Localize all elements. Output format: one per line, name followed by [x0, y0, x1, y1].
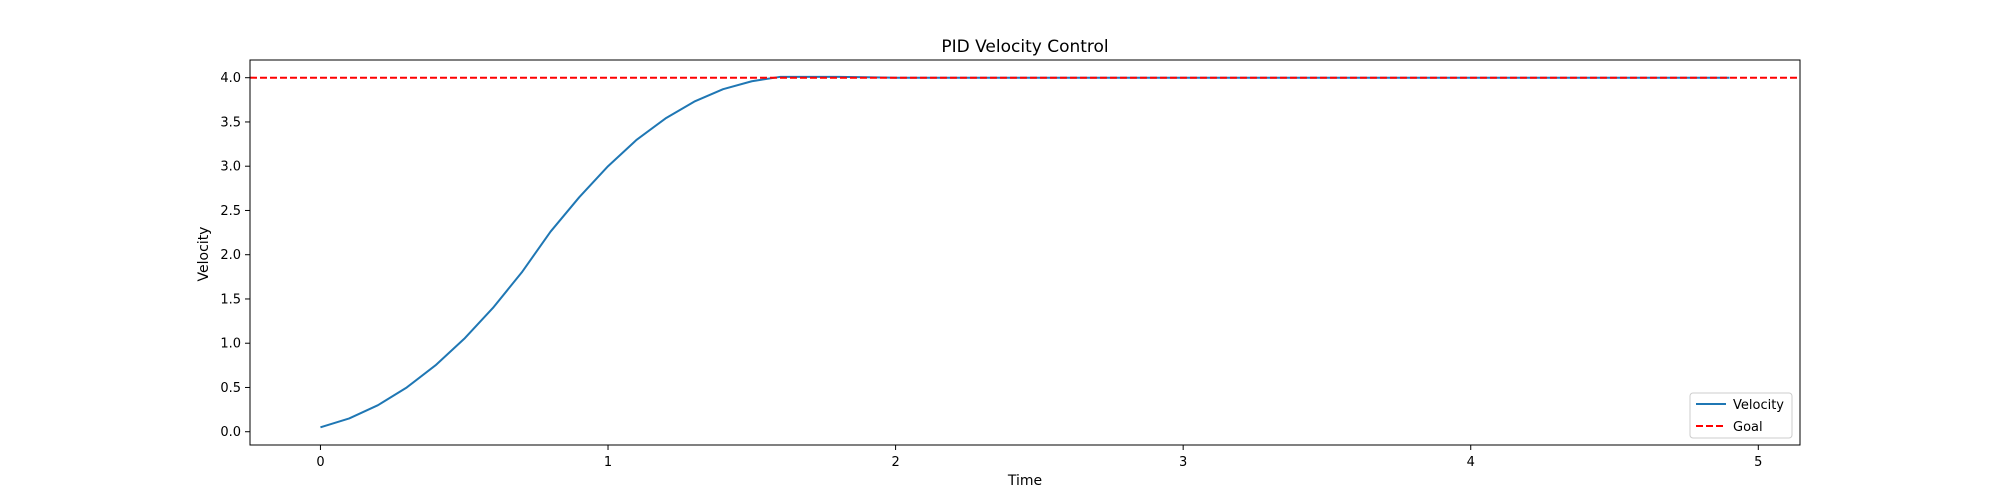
legend: Velocity Goal: [1689, 392, 1793, 439]
y-tick-label: 3.0: [220, 160, 241, 175]
chart-title: PID Velocity Control: [941, 37, 1108, 57]
y-tick-label: 0.0: [220, 425, 241, 440]
legend-label-goal: Goal: [1733, 420, 1763, 435]
y-tick-label: 3.5: [220, 115, 241, 130]
y-tick-label: 1.0: [220, 337, 241, 352]
x-axis-ticks: 0 1 2 3 4 5: [316, 445, 1762, 470]
y-tick-label: 0.5: [220, 381, 241, 396]
x-tick-label: 5: [1754, 455, 1762, 470]
y-tick-label: 4.0: [220, 71, 241, 86]
y-axis-ticks: 0.0 0.5 1.0 1.5 2.0 2.5 3.0 3.5 4.0: [220, 71, 250, 440]
y-tick-label: 2.0: [220, 248, 241, 263]
x-tick-label: 0: [316, 455, 324, 470]
y-tick-label: 1.5: [220, 292, 241, 307]
axes-frame: [249, 59, 1801, 446]
x-tick-label: 4: [1467, 455, 1475, 470]
x-tick-label: 1: [604, 455, 612, 470]
y-tick-label: 2.5: [220, 204, 241, 219]
x-tick-label: 3: [1179, 455, 1187, 470]
x-axis-label: Time: [1007, 473, 1042, 489]
y-axis-label: Velocity: [196, 227, 212, 282]
x-tick-label: 2: [891, 455, 899, 470]
legend-label-velocity: Velocity: [1733, 398, 1784, 413]
plot-area: [250, 75, 1800, 429]
